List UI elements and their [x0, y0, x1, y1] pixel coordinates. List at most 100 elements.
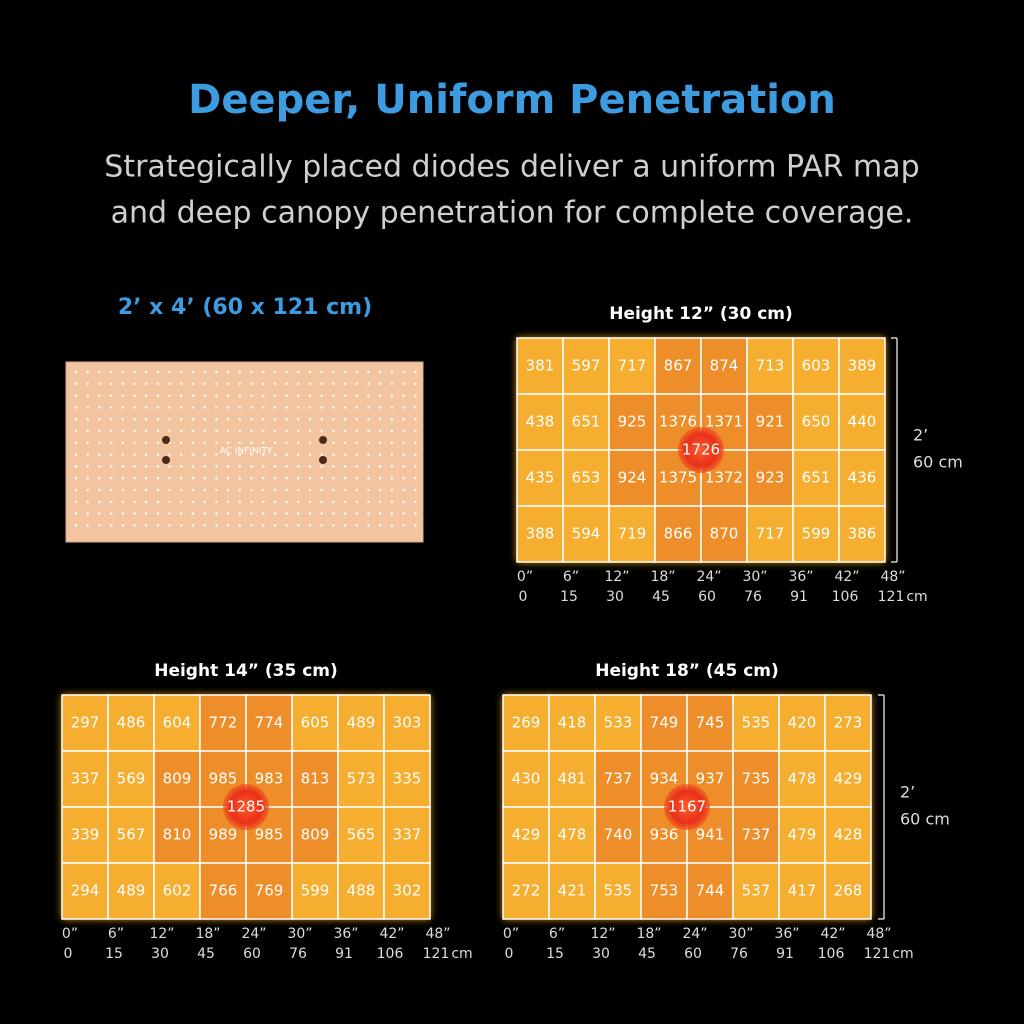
diode [250, 382, 253, 386]
diode [74, 394, 78, 397]
diode [261, 429, 265, 433]
diode [109, 488, 113, 492]
subtitle: and deep canopy penetration for complete… [111, 196, 914, 231]
diode [378, 370, 382, 374]
map-cell [291, 806, 339, 864]
diode [74, 370, 78, 374]
par-value: 389 [848, 357, 877, 375]
map-cell [291, 862, 339, 920]
par-value: 985 [209, 770, 238, 788]
par-value: 478 [788, 770, 817, 788]
diode [261, 500, 265, 504]
diode [98, 476, 101, 480]
map-cell [383, 694, 431, 752]
diode [378, 500, 382, 504]
diode [215, 441, 218, 445]
map-cell [383, 806, 431, 864]
diode [156, 465, 160, 468]
diode [308, 370, 312, 374]
map-title: Height 12” (30 cm) [609, 304, 793, 324]
diode [203, 453, 206, 456]
diode [168, 417, 171, 421]
diode [191, 394, 195, 397]
diode [297, 488, 300, 492]
par-value: 713 [756, 357, 785, 375]
diode [168, 370, 171, 374]
diode [332, 453, 335, 456]
diode [86, 370, 89, 374]
diode [320, 453, 324, 456]
diode [390, 488, 394, 492]
par-value: 651 [802, 469, 831, 487]
par-value: 269 [512, 714, 541, 732]
par-value: 273 [834, 714, 863, 732]
diode [273, 488, 277, 492]
par-value: 740 [604, 826, 633, 844]
diode [109, 370, 113, 374]
par-value: 533 [604, 714, 633, 732]
diode [308, 524, 312, 527]
par-value: 604 [163, 714, 192, 732]
x-label-cm: 30 [606, 589, 624, 605]
diode [191, 476, 195, 480]
diode [226, 417, 230, 421]
diode [180, 406, 183, 409]
par-value: 488 [347, 882, 376, 900]
diode [367, 500, 370, 504]
mount-hole [319, 436, 327, 444]
par-value: 418 [558, 714, 587, 732]
diode [402, 488, 405, 492]
diode [402, 417, 405, 421]
diode [144, 500, 148, 504]
diode [86, 500, 89, 504]
diode [168, 476, 171, 480]
map-title: Height 14” (35 cm) [154, 661, 338, 681]
diode [402, 500, 405, 504]
diode [402, 524, 405, 527]
x-label-cm: 106 [818, 946, 845, 962]
diode [109, 406, 113, 409]
diode [203, 465, 206, 468]
par-value: 294 [71, 882, 100, 900]
x-label-in: 12” [590, 926, 615, 942]
x-label-cm: 15 [560, 589, 578, 605]
diode [144, 441, 148, 445]
par-value: 599 [802, 525, 831, 543]
diode [250, 476, 253, 480]
par-value: 381 [526, 357, 555, 375]
par-value: 597 [572, 357, 601, 375]
diode [109, 465, 113, 468]
diode [332, 524, 335, 527]
diode [98, 429, 101, 433]
diode [191, 441, 195, 445]
diode [226, 382, 230, 386]
par-value: 438 [526, 413, 555, 431]
x-label-cm: 0 [64, 946, 73, 962]
x-label-in: 36” [774, 926, 799, 942]
par-value: 489 [117, 882, 146, 900]
x-unit: cm [892, 946, 913, 962]
diode [343, 370, 347, 374]
diode [297, 453, 300, 456]
par-value: 594 [572, 525, 601, 543]
diode [273, 406, 277, 409]
par-value: 650 [802, 413, 831, 431]
diode [121, 488, 125, 492]
diode [390, 429, 394, 433]
diode [414, 429, 417, 433]
diode [308, 512, 312, 515]
diode [285, 500, 288, 504]
diode [402, 406, 405, 409]
diode [74, 406, 78, 409]
diode [156, 394, 160, 397]
diode [133, 512, 136, 515]
diode [133, 453, 136, 456]
map-cell [778, 806, 826, 864]
diode [378, 488, 382, 492]
diode [297, 382, 300, 386]
x-label-cm: 30 [592, 946, 610, 962]
diode [109, 524, 113, 527]
x-label-in: 6” [549, 926, 565, 942]
par-value: 941 [696, 826, 725, 844]
diode [238, 488, 242, 492]
